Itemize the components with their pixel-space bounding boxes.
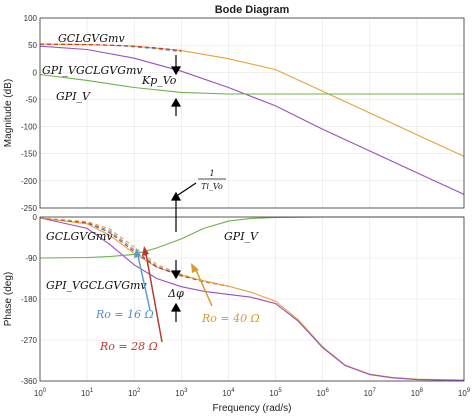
ph-tick-label: -270 [21, 336, 38, 345]
magnitude-ticks: 100 50 0 -50 -100 -150 -200 -250 [21, 14, 38, 213]
x-tick-label: 109 [458, 388, 471, 398]
kp-gap-arrows [170, 55, 182, 116]
annotation-ph-gcl: GCLGVGmv [46, 230, 113, 243]
magnitude-series-2 [39, 73, 464, 95]
ph-tick-label: -90 [25, 254, 37, 263]
magnitude-ylabel: Magnitude (dB) [3, 79, 14, 147]
mag-tick-label: -250 [21, 204, 38, 213]
annotation-ti-num: 1 [209, 169, 214, 178]
magnitude-series-4 [39, 43, 182, 52]
frequency-xlabel: Frequency (rad/s) [213, 403, 292, 414]
annotation-ro40: Ro = 40 Ω [201, 312, 260, 325]
dphi-arrows [170, 260, 182, 322]
ti-marker [170, 182, 197, 232]
phase-series-2 [39, 216, 464, 259]
mag-tick-label: -200 [21, 177, 38, 186]
x-tick-label: 101 [81, 388, 94, 398]
x-tick-label: 103 [175, 388, 188, 398]
mag-tick-label: 100 [24, 14, 38, 23]
annotation-dphi: Δφ [167, 287, 184, 300]
mag-tick-label: 0 [33, 68, 38, 77]
x-tick-label: 108 [411, 388, 424, 398]
mag-tick-label: -100 [21, 123, 38, 132]
x-tick-label: 104 [222, 388, 235, 398]
x-tick-label: 105 [269, 388, 282, 398]
annotation-ro28: Ro = 28 Ω [99, 340, 158, 353]
mag-tick-label: 50 [28, 41, 37, 50]
frequency-ticks: 100 101 102 103 104 105 106 107 108 109 [34, 388, 471, 398]
magnitude-grid [39, 17, 465, 209]
annotation-ti-den: Ti_Vo [201, 182, 223, 191]
x-tick-label: 100 [34, 388, 47, 398]
ph-tick-label: -360 [21, 377, 38, 386]
magnitude-lines [39, 43, 465, 195]
mag-tick-label: -150 [21, 150, 38, 159]
annotation-mag-gpi-gcl: GPI_VGCLGVGmv [42, 64, 143, 77]
magnitude-frame [39, 17, 465, 209]
phase-frame [39, 216, 465, 382]
annotation-ro16: Ro = 16 Ω [95, 308, 154, 321]
phase-series-1 [39, 217, 465, 382]
magnitude-series-1 [39, 45, 465, 195]
ro-arrows [134, 246, 213, 343]
phase-ticks: 0 -90 -180 -270 -360 [21, 213, 38, 386]
x-tick-label: 102 [128, 388, 141, 398]
magnitude-series-3 [39, 43, 182, 53]
annotation-kp: Kp_Vo [141, 74, 177, 87]
magnitude-series-0 [39, 43, 465, 157]
mag-tick-label: -50 [25, 95, 37, 104]
phase-ylabel: Phase (deg) [3, 272, 14, 326]
annotation-mag-gpi: GPI_V [56, 90, 91, 103]
x-tick-label: 106 [317, 388, 330, 398]
x-tick-label: 107 [364, 388, 377, 398]
annotation-ph-gpi: GPI_V [224, 230, 259, 243]
ph-tick-label: 0 [33, 213, 38, 222]
annotation-ph-gpi-gcl: GPI_VGCLGVGmv [46, 279, 147, 292]
ph-tick-label: -180 [21, 295, 38, 304]
chart-title: Bode Diagram [215, 4, 290, 16]
annotation-mag-gcl: GCLGVGmv [58, 32, 125, 45]
